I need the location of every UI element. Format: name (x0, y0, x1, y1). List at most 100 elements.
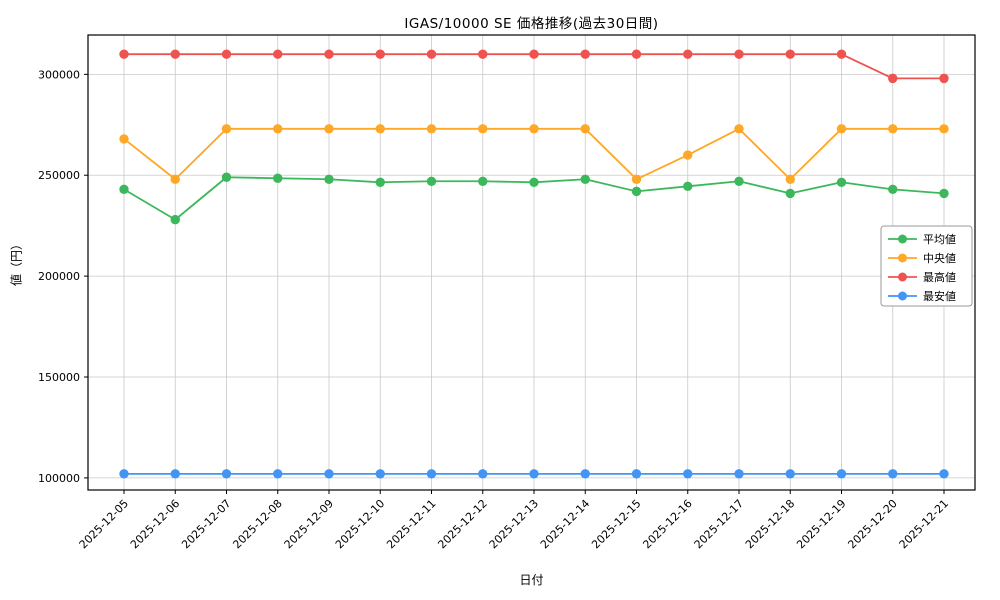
marker-min (119, 469, 129, 479)
marker-median (221, 124, 232, 134)
marker-average (888, 184, 898, 195)
marker-average (734, 176, 744, 186)
marker-max (221, 49, 232, 59)
legend-item-average: 平均値 (888, 233, 956, 246)
marker-median (426, 124, 437, 134)
marker-average (426, 176, 437, 186)
marker-average (631, 186, 642, 197)
marker-max (273, 49, 283, 59)
marker-average (170, 214, 180, 225)
marker-average (683, 181, 693, 192)
y-axis-label: 値（円） (9, 237, 24, 287)
marker-max (631, 49, 642, 59)
svg-text:2025-12-14: 2025-12-14 (538, 497, 592, 551)
svg-text:2025-12-15: 2025-12-15 (589, 497, 643, 551)
marker-average (375, 177, 385, 187)
svg-text:2025-12-18: 2025-12-18 (743, 497, 797, 551)
series-min (119, 469, 949, 479)
marker-min (426, 469, 437, 479)
marker-max (324, 49, 334, 59)
marker-average (273, 173, 283, 183)
marker-min (631, 469, 642, 479)
marker-median (324, 124, 334, 134)
marker-median (631, 174, 642, 184)
marker-max (426, 49, 437, 59)
marker-max (888, 73, 898, 84)
marker-min (478, 469, 488, 479)
x-tick-labels: 2025-12-052025-12-062025-12-072025-12-08… (77, 497, 951, 551)
svg-text:2025-12-08: 2025-12-08 (230, 497, 284, 551)
svg-text:2025-12-20: 2025-12-20 (845, 497, 899, 551)
marker-min (324, 469, 334, 479)
marker-average (119, 184, 129, 195)
marker-average (785, 188, 795, 199)
marker-median (785, 174, 795, 184)
legend-label-max: 最高値 (923, 270, 956, 284)
marker-median (529, 124, 539, 134)
svg-text:150000: 150000 (38, 371, 80, 384)
marker-max (939, 73, 949, 84)
marker-min (529, 469, 539, 479)
svg-text:2025-12-05: 2025-12-05 (77, 497, 131, 551)
marker-min (888, 469, 898, 479)
svg-text:200000: 200000 (38, 270, 80, 283)
legend-label-average: 平均値 (923, 233, 956, 246)
svg-text:2025-12-10: 2025-12-10 (333, 497, 387, 551)
marker-min (785, 469, 795, 479)
x-axis-label: 日付 (519, 573, 544, 587)
marker-min (375, 469, 385, 479)
svg-text:2025-12-16: 2025-12-16 (640, 497, 694, 551)
marker-max (170, 49, 180, 59)
marker-min (683, 469, 693, 479)
marker-min (170, 469, 180, 479)
marker-average (324, 174, 334, 184)
marker-min (580, 469, 590, 479)
svg-text:2025-12-13: 2025-12-13 (487, 497, 541, 551)
legend-box (880, 225, 973, 307)
marker-min (221, 469, 232, 479)
marker-average (478, 176, 488, 186)
legend-item-min: 最安値 (888, 289, 956, 303)
chart-title: IGAS/10000 SE 価格推移(過去30日間) (404, 16, 659, 32)
gridlines (88, 35, 975, 490)
legend-item-median: 中央値 (888, 252, 956, 265)
svg-text:2025-12-17: 2025-12-17 (692, 497, 746, 551)
series-max (119, 49, 949, 84)
plot-border (87, 34, 976, 491)
marker-min (734, 469, 744, 479)
marker-max (836, 49, 847, 59)
axis-ticks (84, 73, 945, 494)
marker-median (734, 124, 744, 134)
marker-median (683, 150, 693, 160)
svg-text:2025-12-06: 2025-12-06 (128, 497, 182, 551)
marker-median (375, 124, 385, 134)
marker-average (580, 174, 590, 184)
marker-average (939, 188, 949, 199)
marker-max (119, 49, 129, 59)
marker-min (273, 469, 283, 479)
marker-average (836, 177, 847, 187)
marker-max (375, 49, 385, 59)
svg-text:2025-12-09: 2025-12-09 (282, 497, 336, 551)
marker-max (478, 49, 488, 59)
marker-max (580, 49, 590, 59)
svg-text:2025-12-21: 2025-12-21 (897, 497, 951, 551)
svg-text:100000: 100000 (38, 472, 80, 485)
svg-text:2025-12-12: 2025-12-12 (435, 497, 489, 551)
series-median (119, 124, 949, 184)
svg-text:2025-12-19: 2025-12-19 (794, 497, 848, 551)
series-average (119, 172, 949, 225)
marker-max (529, 49, 539, 59)
svg-text:2025-12-07: 2025-12-07 (179, 497, 233, 551)
svg-text:2025-12-11: 2025-12-11 (384, 497, 438, 551)
marker-median (170, 174, 180, 184)
legend-label-median: 中央値 (923, 252, 956, 265)
marker-max (785, 49, 795, 59)
marker-median (836, 124, 847, 134)
marker-max (734, 49, 744, 59)
legend-label-min: 最安値 (923, 289, 956, 303)
marker-min (939, 469, 949, 479)
